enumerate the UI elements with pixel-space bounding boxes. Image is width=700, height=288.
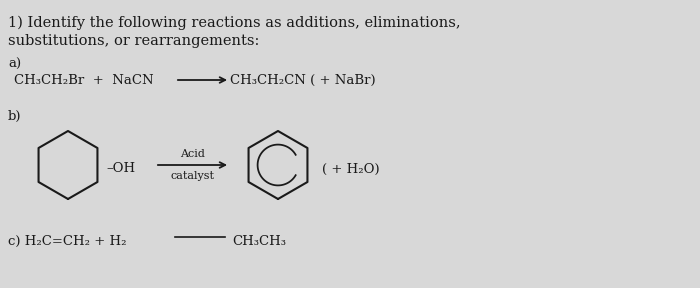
Text: CH₃CH₃: CH₃CH₃ xyxy=(232,235,286,248)
Text: Acid: Acid xyxy=(180,149,205,159)
Text: CH₃CH₂CN ( + NaBr): CH₃CH₂CN ( + NaBr) xyxy=(230,74,376,87)
Text: –OH: –OH xyxy=(106,162,135,175)
Text: c) H₂C=CH₂ + H₂: c) H₂C=CH₂ + H₂ xyxy=(8,235,127,248)
Text: b): b) xyxy=(8,110,22,123)
Text: substitutions, or rearrangements:: substitutions, or rearrangements: xyxy=(8,34,260,48)
Text: 1) Identify the following reactions as additions, eliminations,: 1) Identify the following reactions as a… xyxy=(8,16,461,31)
Text: ( + H₂O): ( + H₂O) xyxy=(322,162,379,175)
Text: catalyst: catalyst xyxy=(171,171,214,181)
Text: CH₃CH₂Br  +  NaCN: CH₃CH₂Br + NaCN xyxy=(14,74,153,87)
Text: a): a) xyxy=(8,58,21,71)
